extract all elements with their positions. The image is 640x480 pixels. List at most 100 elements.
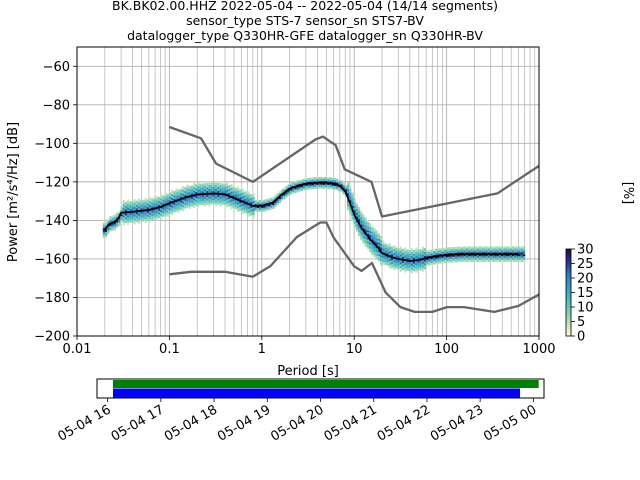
pdf-cell	[520, 254, 523, 257]
pdf-cell	[415, 249, 418, 252]
pdf-cell	[234, 187, 237, 190]
pdf-cell	[505, 259, 508, 262]
pdf-cell	[248, 191, 251, 194]
pdf-cell	[171, 191, 174, 194]
pdf-cell	[518, 248, 521, 251]
pdf-cell	[415, 267, 418, 270]
low-noise-model-line	[169, 221, 539, 314]
pdf-cell	[245, 200, 248, 203]
pdf-cell	[443, 251, 446, 254]
x-axis-label: Period [s]	[277, 364, 339, 379]
pdf-cell	[254, 202, 257, 205]
pdf-cell	[373, 237, 376, 240]
pdf-cell	[432, 262, 435, 265]
pdf-cell	[177, 210, 180, 213]
pdf-cell	[413, 263, 416, 266]
pdf-cell	[358, 234, 361, 237]
pdf-cell	[140, 213, 143, 216]
pdf-cell	[410, 250, 413, 253]
pdf-cell	[193, 204, 196, 207]
pdf-cell	[184, 202, 187, 205]
pdf-cell	[417, 262, 420, 265]
pdf-cell	[452, 256, 455, 259]
pdf-cell	[272, 199, 275, 202]
pdf-cell	[287, 192, 290, 195]
pdf-cell	[318, 186, 321, 189]
pdf-cell	[375, 249, 378, 252]
pdf-cell	[243, 206, 246, 209]
pdf-cell	[415, 251, 418, 254]
pdf-cell	[463, 250, 466, 253]
pdf-cell	[474, 256, 477, 259]
pdf-cell	[177, 208, 180, 211]
pdf-cell	[408, 263, 411, 266]
pdf-cell	[122, 203, 125, 206]
colorbar-tick-label: 0	[577, 330, 585, 345]
pdf-cell	[265, 201, 268, 204]
pdf-cell	[195, 186, 198, 189]
pdf-cell	[503, 259, 506, 262]
pdf-cell	[349, 198, 352, 201]
pdf-cell	[369, 240, 372, 243]
pdf-cell	[208, 181, 211, 184]
pdf-cell	[311, 177, 314, 180]
pdf-cell	[395, 261, 398, 264]
pdf-cell	[160, 200, 163, 203]
pdf-cell	[182, 189, 185, 192]
pdf-cell	[362, 218, 365, 221]
pdf-cell	[287, 194, 290, 197]
pdf-cell	[355, 224, 358, 227]
pdf-cell	[124, 215, 127, 218]
pdf-cell	[351, 205, 354, 208]
pdf-cell	[386, 246, 389, 249]
pdf-cell	[373, 232, 376, 235]
pdf-cell	[503, 250, 506, 253]
pdf-cell	[168, 198, 171, 201]
pdf-cell	[406, 265, 409, 268]
pdf-cell	[415, 253, 418, 256]
pdf-cell	[184, 198, 187, 201]
pdf-cell	[283, 187, 286, 190]
pdf-cell	[512, 252, 515, 255]
pdf-cell	[212, 188, 215, 191]
pdf-cell	[459, 252, 462, 255]
pdf-cell	[349, 200, 352, 203]
pdf-cell	[190, 200, 193, 203]
pdf-cell	[166, 195, 169, 198]
pdf-cell	[140, 215, 143, 218]
pdf-cell	[283, 193, 286, 196]
pdf-cell	[501, 252, 504, 255]
pdf-cell	[375, 230, 378, 233]
pdf-cell	[426, 261, 429, 264]
pdf-cell	[281, 195, 284, 198]
pdf-cell	[512, 248, 515, 251]
pdf-cell	[360, 228, 363, 231]
pdf-cell	[248, 197, 251, 200]
pdf-cell	[481, 250, 484, 253]
pdf-cell	[327, 184, 330, 187]
pdf-cell	[212, 186, 215, 189]
pdf-cell	[263, 205, 266, 208]
pdf-cell	[494, 259, 497, 262]
pdf-cell	[362, 224, 365, 227]
pdf-cell	[210, 186, 213, 189]
pdf-cell	[479, 252, 482, 255]
pdf-cell	[443, 257, 446, 260]
pdf-cell	[118, 224, 121, 227]
pdf-cell	[509, 246, 512, 249]
pdf-cell	[509, 257, 512, 260]
pdf-cell	[206, 183, 209, 186]
pdf-cell	[204, 194, 207, 197]
pdf-cell	[382, 244, 385, 247]
pdf-cell	[483, 248, 486, 251]
pdf-cell	[219, 183, 222, 186]
pdf-cell	[329, 177, 332, 180]
pdf-cell	[309, 177, 312, 180]
pdf-cell	[129, 207, 132, 210]
pdf-cell	[325, 184, 328, 187]
pdf-cell	[223, 187, 226, 190]
pdf-cell	[155, 203, 158, 206]
pdf-cell	[124, 213, 127, 216]
pdf-cell	[118, 218, 121, 221]
pdf-cell	[496, 254, 499, 257]
